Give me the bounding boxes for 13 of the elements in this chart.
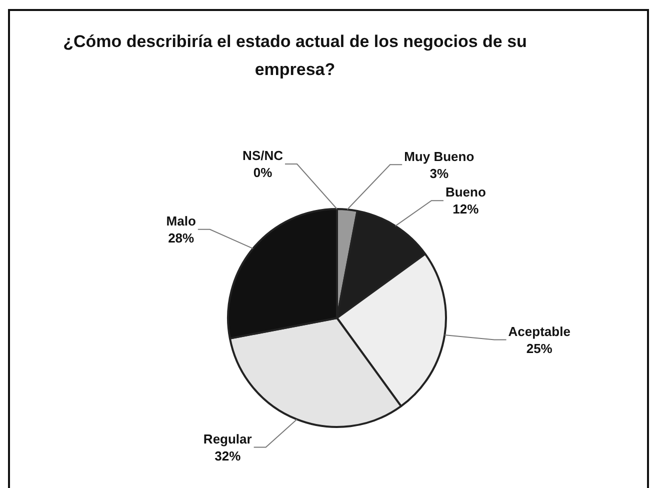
chart-title: ¿Cómo describiría el estado actual de los negocios de su empresa? — [62, 31, 528, 81]
data-label: 28% — [168, 230, 195, 246]
slice-label: Malo — [166, 213, 196, 228]
category-label: NS/NC — [242, 148, 284, 164]
data-label: 3% — [430, 166, 449, 181]
slice-label: Aceptable — [508, 324, 570, 339]
data-label: 12% — [452, 202, 480, 217]
slice-label: Bueno — [445, 184, 486, 200]
slice-label: Regular — [203, 431, 252, 446]
data-label: 32% — [214, 448, 242, 464]
text: 0% — [253, 165, 272, 180]
slice-label: Muy Bueno — [404, 148, 474, 164]
data-label: 25% — [526, 340, 553, 356]
